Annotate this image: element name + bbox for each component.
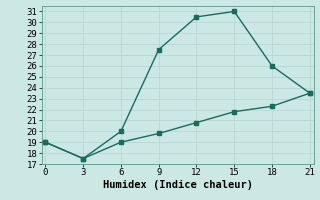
X-axis label: Humidex (Indice chaleur): Humidex (Indice chaleur) [103, 180, 252, 190]
